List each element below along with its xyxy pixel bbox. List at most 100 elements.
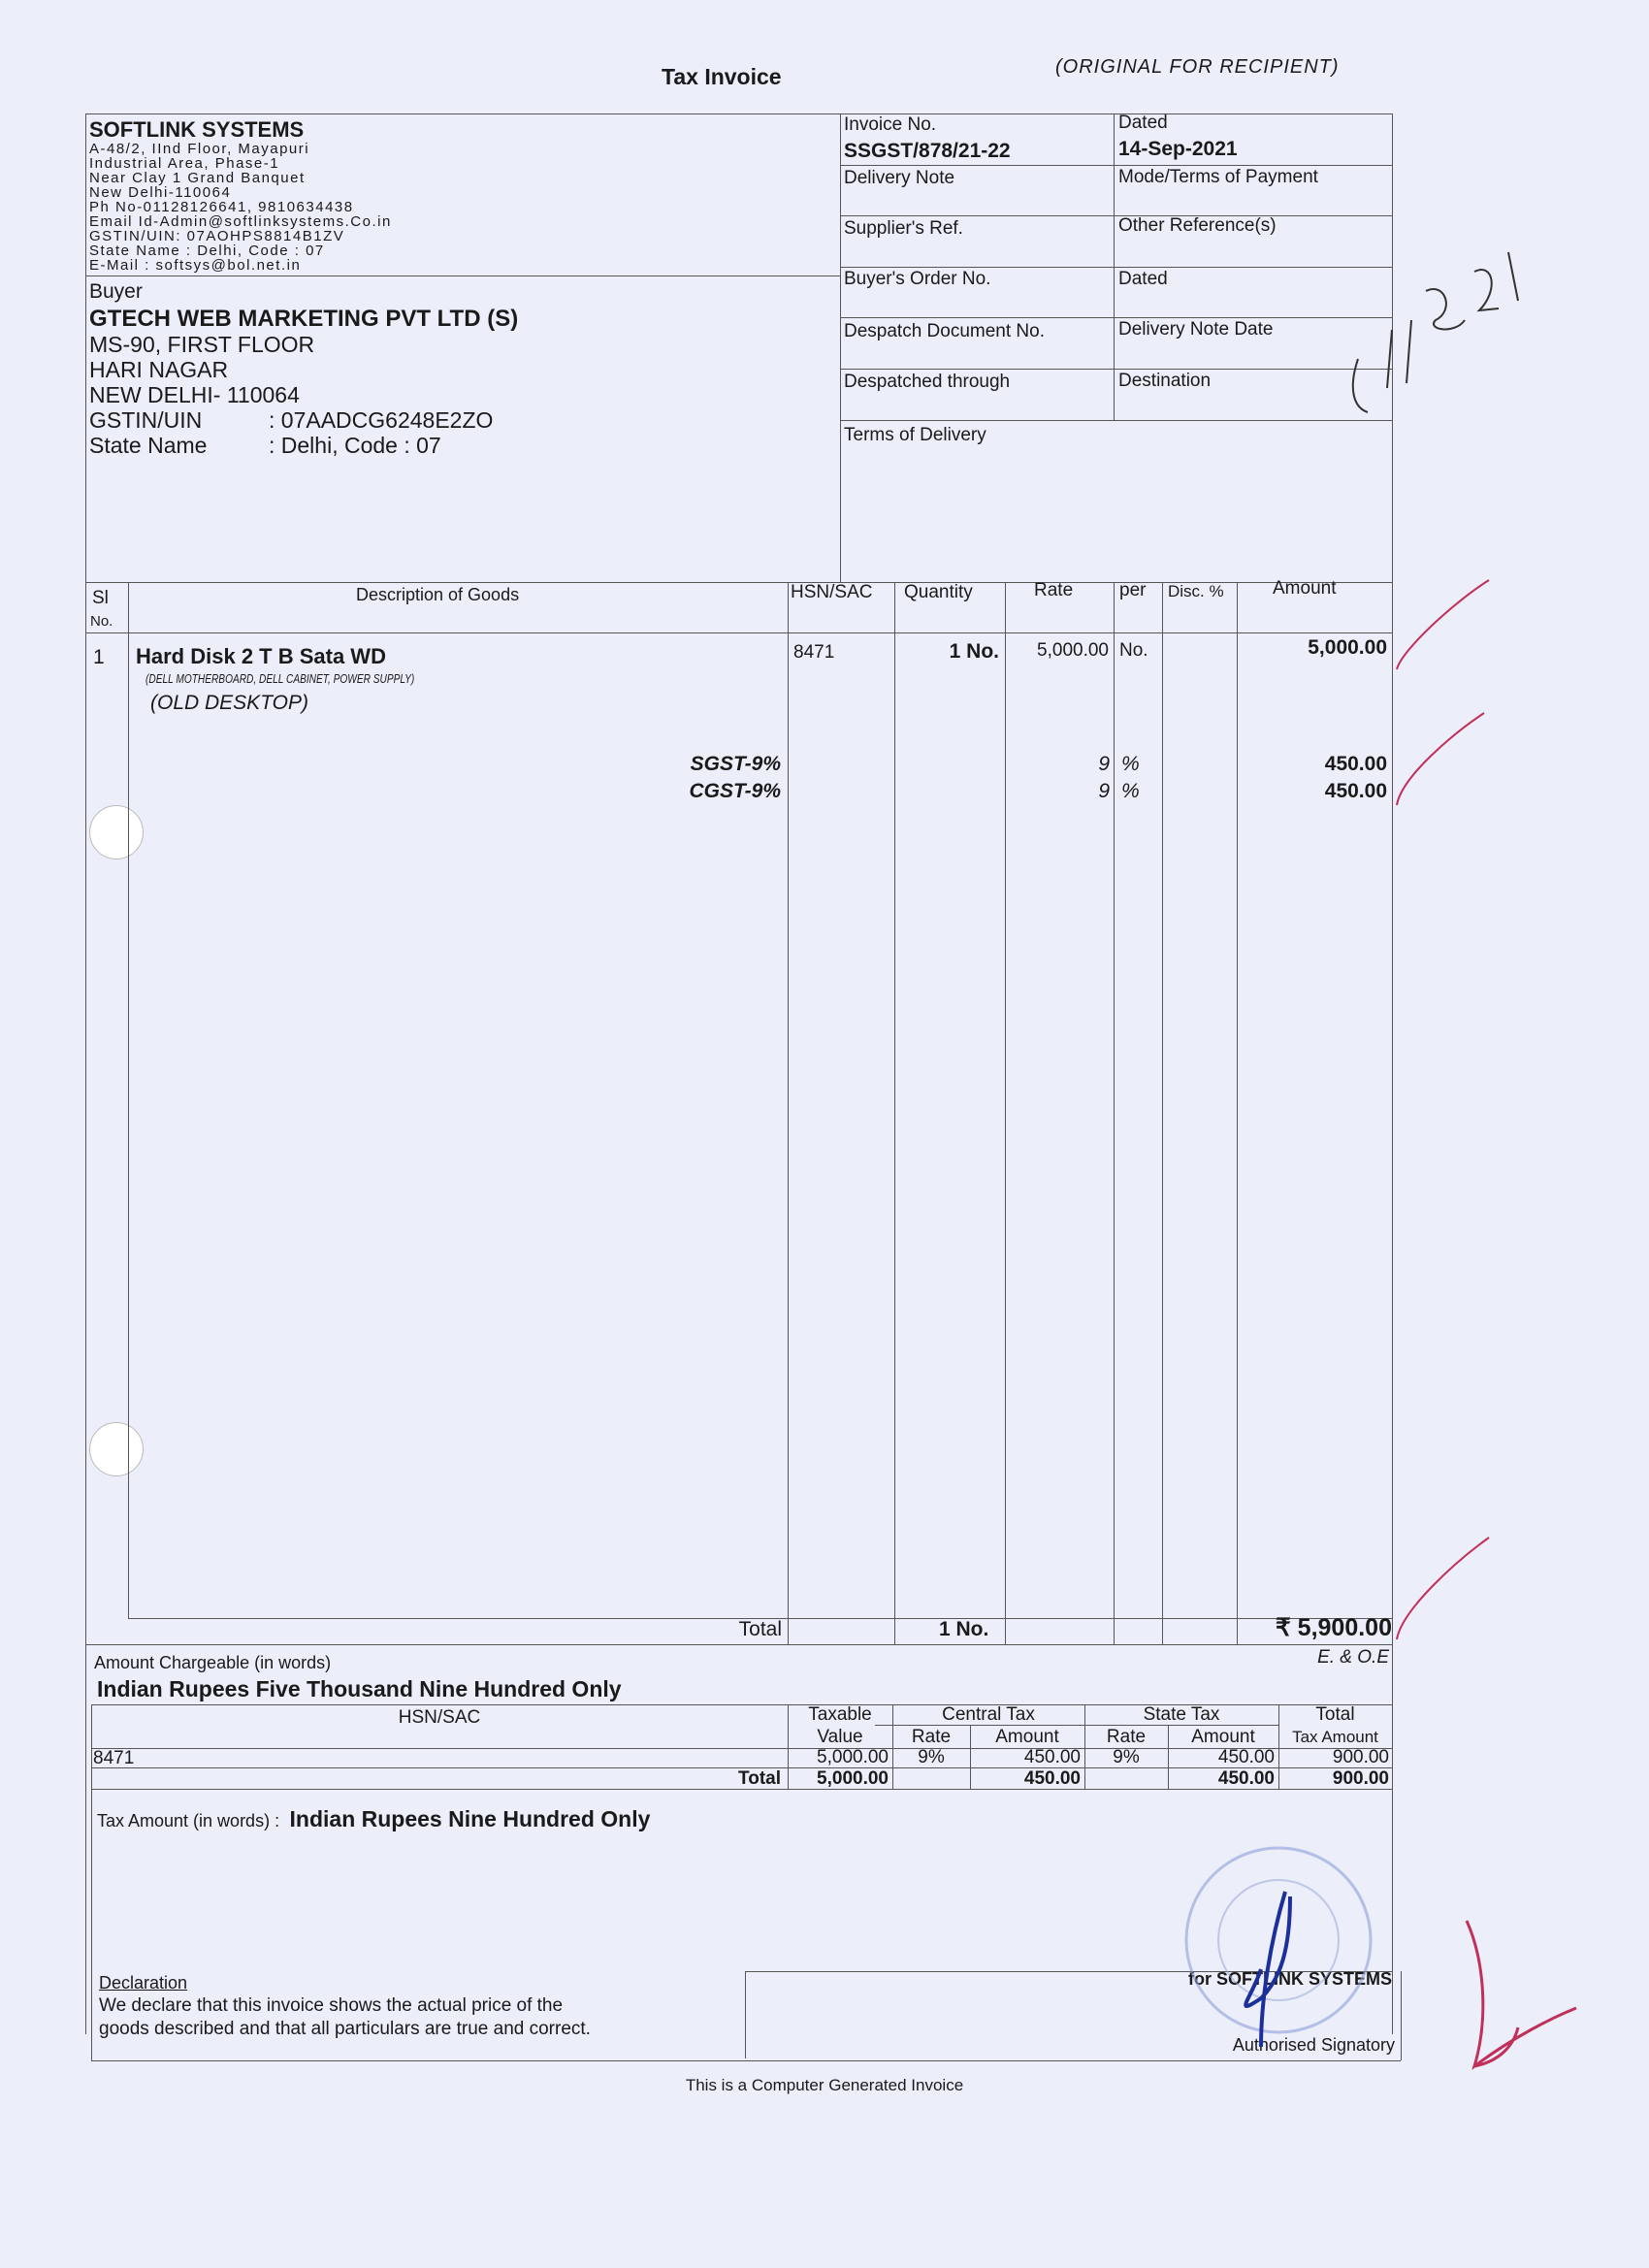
total-label: Total [738, 1618, 782, 1640]
handwritten-date [1351, 251, 1519, 413]
col-no: No. [90, 613, 113, 630]
item-rate: 5,000.00 [1037, 640, 1109, 661]
total-qty: 1 No. [939, 1618, 989, 1640]
tax-words: Indian Rupees Nine Hundred Only [289, 1806, 651, 1831]
tax-words-row: Tax Amount (in words) : Indian Rupees Ni… [97, 1806, 650, 1831]
tax-s-rate: 9% [1113, 1747, 1140, 1767]
buyer-name: GTECH WEB MARKETING PVT LTD (S) [89, 306, 519, 332]
tax-unit: % [1121, 753, 1140, 775]
invoice-no-label: Invoice No. [844, 114, 937, 135]
signatory-label: Authorised Signatory [1232, 2035, 1395, 2055]
state-label: State Name [89, 433, 208, 458]
supplier-ref-label: Supplier's Ref. [844, 218, 963, 239]
tax-col-total: Total [1315, 1704, 1355, 1725]
company-stamp [1184, 1846, 1373, 2034]
buyer-label: Buyer [89, 280, 143, 303]
item-sub2: (OLD DESKTOP) [150, 692, 308, 714]
declaration-text: goods described and that all particulars… [99, 2019, 591, 2039]
seller-name: SOFTLINK SYSTEMS [89, 117, 305, 142]
buyer-gstin: : 07AADCG6248E2ZO [269, 407, 494, 433]
tax-words-label: Tax Amount (in words) : [97, 1811, 280, 1831]
tax-unit: % [1121, 780, 1140, 802]
amount-words: Indian Rupees Five Thousand Nine Hundred… [97, 1676, 622, 1701]
seller-line: State Name : Delhi, Code : 07 [89, 243, 325, 259]
tax-col-taxable-2: Value [817, 1727, 863, 1747]
tax-total-c-amt: 450.00 [1023, 1768, 1081, 1789]
terms-delivery-label: Terms of Delivery [844, 425, 986, 445]
seller-block: SOFTLINK SYSTEMS A-48/2, IInd Floor, May… [89, 117, 392, 274]
tax-total-s-amt: 450.00 [1217, 1768, 1275, 1789]
despatch-doc-label: Despatch Document No. [844, 321, 1045, 341]
tick-mark [1396, 712, 1485, 806]
seller-line: A-48/2, IInd Floor, Mayapuri [89, 141, 310, 157]
tax-col-c-amount: Amount [995, 1727, 1059, 1747]
col-sl: Sl [92, 588, 109, 608]
tax-col-state: State Tax [1143, 1704, 1220, 1725]
tax-col-c-rate: Rate [911, 1727, 952, 1747]
tax-total-taxable: 5,000.00 [817, 1768, 889, 1789]
signatory-for: for SOFTLINK SYSTEMS [1187, 1969, 1392, 1989]
seller-line: Ph No-01128126641, 9810634438 [89, 199, 354, 215]
company-stamp-inner [1217, 1879, 1340, 2001]
buyer-block: Buyer GTECH WEB MARKETING PVT LTD (S) MS… [89, 279, 518, 458]
tax-s-amt: 450.00 [1217, 1747, 1275, 1767]
tax-total: 900.00 [1332, 1747, 1389, 1767]
seller-line: Near Clay 1 Grand Banquet [89, 170, 306, 186]
tax-total-label: Total [738, 1768, 781, 1789]
buyer-state: : Delhi, Code : 07 [269, 433, 441, 458]
eoe-label: E. & O.E [1317, 1647, 1389, 1668]
buyer-line: NEW DELHI- 110064 [89, 382, 300, 407]
tax-c-amt: 450.00 [1023, 1747, 1081, 1767]
col-per: per [1119, 580, 1147, 600]
despatched-through-label: Despatched through [844, 372, 1011, 392]
tax-col-hsn: HSN/SAC [398, 1707, 481, 1728]
col-description: Description of Goods [356, 585, 520, 604]
tax-c-rate: 9% [918, 1747, 945, 1767]
tax-name: SGST-9% [690, 753, 781, 775]
item-amount: 5,000.00 [1308, 636, 1387, 659]
item-hsn: 8471 [793, 642, 835, 663]
declaration-title: Declaration [99, 1973, 188, 1993]
delivery-note-date-label: Delivery Note Date [1118, 319, 1274, 340]
tax-name: CGST-9% [689, 780, 781, 802]
col-disc: Disc. % [1168, 582, 1224, 600]
signature-blue [1244, 1891, 1292, 2048]
seller-line: Industrial Area, Phase-1 [89, 155, 280, 172]
tax-hsn: 8471 [93, 1748, 135, 1768]
tax-rate: 9 [1098, 780, 1110, 802]
amount-words-label: Amount Chargeable (in words) [94, 1653, 332, 1672]
buyer-line: MS-90, FIRST FLOOR [89, 332, 315, 357]
col-quantity: Quantity [904, 582, 973, 602]
col-rate: Rate [1034, 580, 1074, 600]
tax-amount: 450.00 [1324, 780, 1387, 802]
item-sub1: (DELL MOTHERBOARD, DELL CABINET, POWER S… [146, 671, 415, 686]
item-qty: 1 No. [949, 640, 999, 663]
col-hsn: HSN/SAC [791, 582, 873, 602]
tax-col-total-2: Tax Amount [1292, 1728, 1378, 1746]
footer-note: This is a Computer Generated Invoice [685, 2076, 964, 2094]
tax-col-central: Central Tax [942, 1704, 1035, 1725]
delivery-note-label: Delivery Note [844, 168, 955, 188]
tax-col-s-rate: Rate [1106, 1727, 1147, 1747]
destination-label: Destination [1118, 371, 1212, 391]
item-name: Hard Disk 2 T B Sata WD [136, 644, 386, 668]
tax-rate: 9 [1098, 753, 1110, 775]
other-ref-label: Other Reference(s) [1118, 215, 1277, 236]
seller-line: GSTIN/UIN: 07AOHPS8814B1ZV [89, 228, 345, 244]
mode-terms-label: Mode/Terms of Payment [1118, 167, 1318, 187]
buyer-order-label: Buyer's Order No. [844, 269, 991, 289]
punch-hole [89, 1422, 144, 1476]
signature-red [1465, 1920, 1577, 2070]
tax-col-s-amount: Amount [1191, 1727, 1255, 1747]
copy-label: (ORIGINAL FOR RECIPIENT) [1055, 56, 1340, 78]
seller-line: New Delhi-110064 [89, 184, 232, 201]
total-amount: ₹ 5,900.00 [1275, 1614, 1392, 1641]
invoice-no: SSGST/878/21-22 [844, 140, 1011, 162]
tax-amount: 450.00 [1324, 753, 1387, 775]
invoice-date: 14-Sep-2021 [1118, 138, 1238, 160]
punch-hole [89, 805, 144, 859]
document-title: Tax Invoice [662, 64, 782, 89]
gstin-label: GSTIN/UIN [89, 407, 203, 433]
